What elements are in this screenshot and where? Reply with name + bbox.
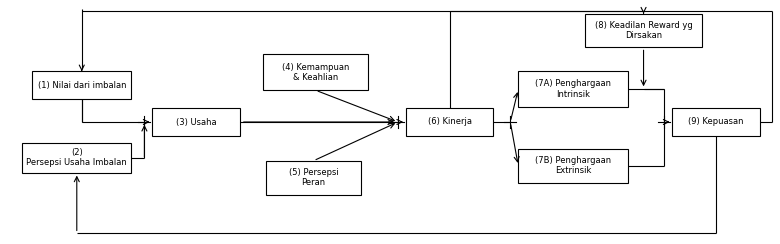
Text: (4) Kemampuan
& Keahlian: (4) Kemampuan & Keahlian xyxy=(282,62,349,82)
Bar xyxy=(32,71,132,99)
Text: (7A) Penghargaan
Intrinsik: (7A) Penghargaan Intrinsik xyxy=(535,80,611,99)
Bar xyxy=(518,71,628,107)
Bar xyxy=(152,108,240,136)
Text: (6) Kinerja: (6) Kinerja xyxy=(427,118,472,126)
Bar xyxy=(585,14,702,47)
Text: (3) Usaha: (3) Usaha xyxy=(176,118,216,126)
Bar xyxy=(263,54,367,90)
Bar xyxy=(266,161,361,194)
Bar xyxy=(406,108,494,136)
Text: (1) Nilai dari imbalan: (1) Nilai dari imbalan xyxy=(37,81,126,90)
Text: (2)
Persepsi Usaha Imbalan: (2) Persepsi Usaha Imbalan xyxy=(27,148,127,167)
Bar xyxy=(672,108,760,136)
Bar xyxy=(518,149,628,183)
Text: (9) Kepuasan: (9) Kepuasan xyxy=(689,118,744,126)
Text: (5) Persepsi
Peran: (5) Persepsi Peran xyxy=(289,168,339,187)
Bar xyxy=(22,143,132,173)
Text: (8) Keadilan Reward yg
Dirsakan: (8) Keadilan Reward yg Dirsakan xyxy=(594,21,693,40)
Text: (7B) Penghargaan
Extrinsik: (7B) Penghargaan Extrinsik xyxy=(535,156,611,175)
